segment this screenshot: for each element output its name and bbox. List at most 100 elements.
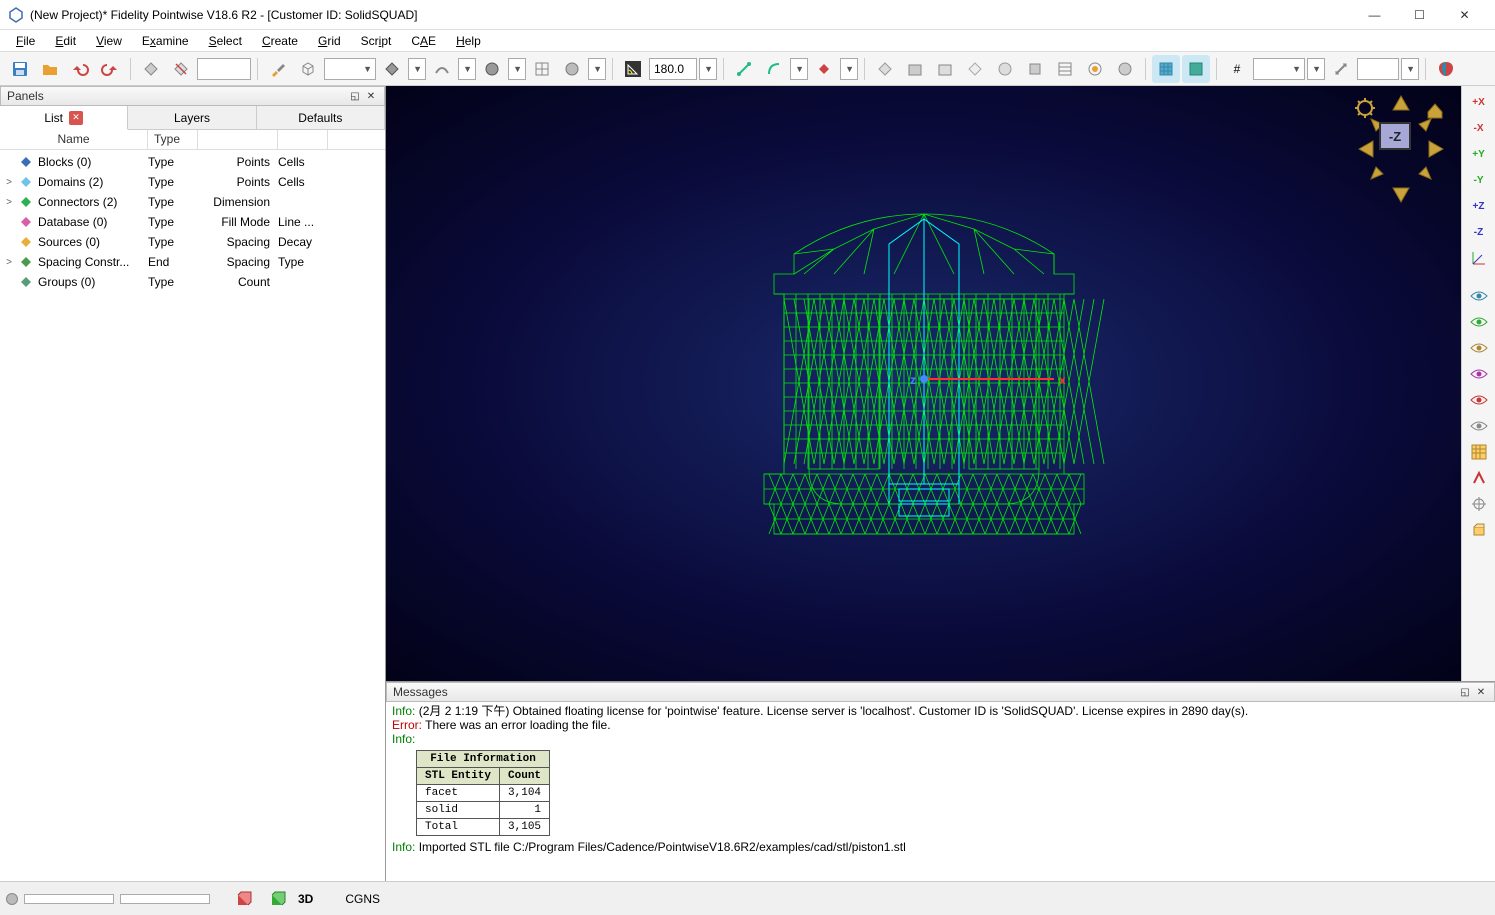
toolbar-dropdown-1[interactable]: ▼ [324, 58, 376, 80]
vis-eye4[interactable] [1465, 362, 1493, 386]
menu-view[interactable]: View [88, 32, 130, 50]
tool-sel5[interactable] [991, 55, 1019, 83]
tree-row[interactable]: Blocks (0)TypePointsCells [0, 152, 385, 172]
view-nz[interactable]: -Z [1465, 220, 1493, 244]
toolbar-dropdown-2[interactable]: ▼ [408, 58, 426, 80]
toolbar-dropdown-6[interactable]: ▼ [790, 58, 808, 80]
tool-sel9[interactable] [1111, 55, 1139, 83]
tool-diamond2[interactable] [167, 55, 195, 83]
tab-layers[interactable]: Layers [128, 106, 256, 129]
tool-sel6[interactable] [1021, 55, 1049, 83]
view-pz[interactable]: +Z [1465, 194, 1493, 218]
view-py[interactable]: +Y [1465, 142, 1493, 166]
toolbar-dropdown-4[interactable]: ▼ [508, 58, 526, 80]
vis-eye2[interactable] [1465, 310, 1493, 334]
tool-sel3[interactable] [931, 55, 959, 83]
tool-measure[interactable] [1327, 55, 1355, 83]
tool-line[interactable] [730, 55, 758, 83]
panels-close-button[interactable]: ✕ [364, 89, 378, 103]
tool-grid2[interactable] [1182, 55, 1210, 83]
toolbar-input-1[interactable] [197, 58, 251, 80]
toolbar-dropdown-3[interactable]: ▼ [458, 58, 476, 80]
tree-col-name[interactable]: Name [0, 130, 148, 149]
tool-sphere2[interactable] [558, 55, 586, 83]
tree-row[interactable]: >Spacing Constr...EndSpacingType [0, 252, 385, 272]
toolbar-dropdown-9[interactable]: ▼ [1307, 58, 1325, 80]
tree-row[interactable]: >Domains (2)TypePointsCells [0, 172, 385, 192]
menu-edit[interactable]: Edit [47, 32, 84, 50]
menu-examine[interactable]: Examine [134, 32, 197, 50]
open-button[interactable] [36, 55, 64, 83]
tool-sel1[interactable] [871, 55, 899, 83]
tool-sel8[interactable] [1081, 55, 1109, 83]
tree-row[interactable]: Groups (0)TypeCount [0, 272, 385, 292]
undo-button[interactable] [66, 55, 94, 83]
toolbar-input-2[interactable] [1357, 58, 1399, 80]
view-nx[interactable]: -X [1465, 116, 1493, 140]
tree-col-3[interactable] [198, 130, 278, 149]
toolbar-dropdown-10[interactable]: ▼ [1401, 58, 1419, 80]
toolbar-dropdown-7[interactable]: ▼ [840, 58, 858, 80]
menu-cae[interactable]: CAE [403, 32, 444, 50]
tool-sphere1[interactable] [478, 55, 506, 83]
viewport-3d[interactable]: x z [386, 86, 1461, 681]
menu-script[interactable]: Script [353, 32, 400, 50]
vis-tool1[interactable] [1465, 466, 1493, 490]
vis-eye3[interactable] [1465, 336, 1493, 360]
toolbar-dropdown-5[interactable]: ▼ [588, 58, 606, 80]
menu-file[interactable]: File [8, 32, 43, 50]
vis-eye1[interactable] [1465, 284, 1493, 308]
tab-list-close[interactable]: ✕ [69, 111, 83, 125]
tool-diamond1[interactable] [137, 55, 165, 83]
view-cube[interactable]: -Z [1379, 122, 1411, 150]
menu-grid[interactable]: Grid [310, 32, 349, 50]
menu-select[interactable]: Select [201, 32, 250, 50]
maximize-button[interactable]: ☐ [1397, 0, 1442, 30]
entity-tree[interactable]: Blocks (0)TypePointsCells>Domains (2)Typ… [0, 150, 385, 881]
tool-hash[interactable]: # [1223, 55, 1251, 83]
tool-angle[interactable] [619, 55, 647, 83]
tool-point[interactable] [810, 55, 838, 83]
vis-tool3[interactable] [1465, 518, 1493, 542]
messages-close-button[interactable]: ✕ [1474, 685, 1488, 699]
tool-sel4[interactable] [961, 55, 989, 83]
messages-body[interactable]: Info: (2月 2 1:19 下午) Obtained floating l… [386, 702, 1495, 881]
tool-grid1[interactable] [1152, 55, 1180, 83]
vis-eye6[interactable] [1465, 414, 1493, 438]
tool-curve1[interactable] [428, 55, 456, 83]
tool-arc[interactable] [760, 55, 788, 83]
status-cube2-icon[interactable] [264, 885, 292, 913]
tool-mask[interactable] [1432, 55, 1460, 83]
vis-tool2[interactable] [1465, 492, 1493, 516]
tool-grid[interactable] [528, 55, 556, 83]
tool-diamond3[interactable] [378, 55, 406, 83]
tool-brush[interactable] [264, 55, 292, 83]
tree-row[interactable]: >Connectors (2)TypeDimension [0, 192, 385, 212]
vis-grid-icon[interactable] [1465, 440, 1493, 464]
messages-float-button[interactable]: ◱ [1458, 685, 1472, 699]
tool-sel2[interactable] [901, 55, 929, 83]
view-ny[interactable]: -Y [1465, 168, 1493, 192]
tab-list[interactable]: List ✕ [0, 106, 128, 130]
toolbar-dropdown-8[interactable]: ▼ [1253, 58, 1305, 80]
tree-col-type[interactable]: Type [148, 130, 198, 149]
tool-cube[interactable] [294, 55, 322, 83]
tree-row[interactable]: Database (0)TypeFill ModeLine ... [0, 212, 385, 232]
save-button[interactable] [6, 55, 34, 83]
angle-dropdown[interactable]: ▼ [699, 58, 717, 80]
close-button[interactable]: ✕ [1442, 0, 1487, 30]
panels-float-button[interactable]: ◱ [348, 89, 362, 103]
tree-row[interactable]: Sources (0)TypeSpacingDecay [0, 232, 385, 252]
tab-defaults[interactable]: Defaults [257, 106, 385, 129]
tool-sel7[interactable] [1051, 55, 1079, 83]
tree-col-4[interactable] [278, 130, 328, 149]
menu-create[interactable]: Create [254, 32, 306, 50]
view-compass[interactable]: -Z [1351, 94, 1451, 214]
status-cube1-icon[interactable] [230, 885, 258, 913]
vis-eye5[interactable] [1465, 388, 1493, 412]
minimize-button[interactable]: — [1352, 0, 1397, 30]
menu-help[interactable]: Help [448, 32, 489, 50]
angle-input[interactable] [649, 58, 697, 80]
view-axes-icon[interactable] [1465, 246, 1493, 270]
view-px[interactable]: +X [1465, 90, 1493, 114]
